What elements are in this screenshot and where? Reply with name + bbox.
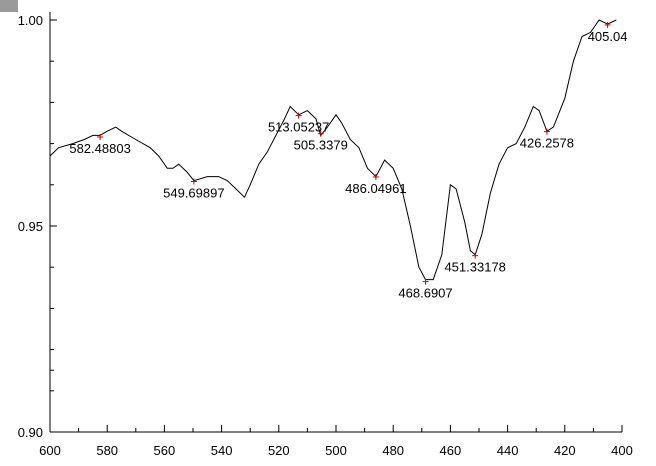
- y-tick-label: 0.90: [18, 425, 43, 440]
- x-tick-label: 540: [211, 443, 233, 458]
- y-tick-label: 0.95: [18, 219, 43, 234]
- series-group: [49, 19, 617, 281]
- x-tick-label: 420: [554, 443, 576, 458]
- peak-marker: [372, 173, 379, 180]
- x-tick-label: 520: [268, 443, 290, 458]
- peak-label: 549.69897: [163, 186, 224, 201]
- x-tick-label: 460: [440, 443, 462, 458]
- x-tick-label: 580: [96, 443, 118, 458]
- peak-label: 505.3379: [294, 138, 348, 153]
- x-tick-label: 400: [611, 443, 633, 458]
- peak-label: 582.48803: [69, 141, 130, 156]
- peak-marker: [422, 278, 429, 285]
- spectrum-line: [49, 19, 617, 281]
- x-axis-ticks: 600 580 560 540 520 500 480 460 440 420 400: [39, 425, 633, 458]
- y-tick-label: 1.00: [18, 13, 43, 28]
- peak-label: 451.33178: [444, 260, 505, 275]
- peak-label: 513.05237: [268, 120, 329, 135]
- x-tick-label: 440: [497, 443, 519, 458]
- x-tick-label: 600: [39, 443, 61, 458]
- peak-marker: [472, 252, 479, 259]
- peak-label: 405.04: [588, 29, 628, 44]
- peak-marker: [295, 112, 302, 119]
- chart-axes: [49, 12, 622, 433]
- peak-marker: [317, 130, 324, 137]
- peak-marker: [190, 178, 197, 185]
- peak-marker: [543, 128, 550, 135]
- peak-marker: [97, 134, 104, 141]
- peak-label: 486.04961: [345, 181, 406, 196]
- y-axis-ticks: 1.00 0.95 0.90: [18, 13, 57, 440]
- x-tick-label: 500: [325, 443, 347, 458]
- peak-label: 468.6907: [398, 286, 452, 301]
- peak-marker: [604, 21, 611, 28]
- peak-label: 426.2578: [520, 136, 574, 151]
- peak-markers: 582.48803 549.69897 513.05237 505.3379 486.0…: [69, 21, 628, 301]
- x-tick-label: 560: [154, 443, 176, 458]
- x-tick-label: 480: [382, 443, 404, 458]
- corner-badge: [0, 0, 18, 12]
